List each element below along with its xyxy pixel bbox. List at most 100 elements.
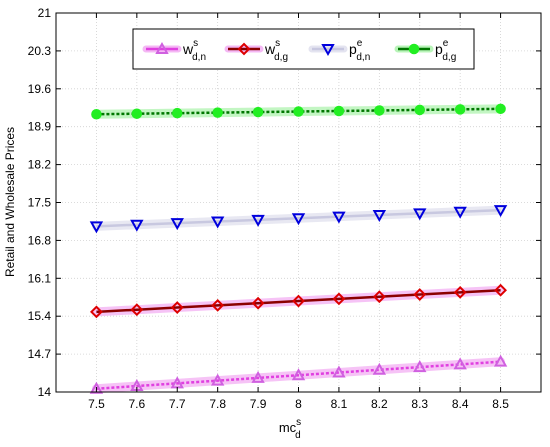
data-point [332,211,346,224]
y-tick-label: 17.5 [28,196,52,210]
data-point [372,209,387,223]
legend-entry-3: pe d,g [394,38,456,63]
x-tick-label: 8.5 [492,397,509,411]
x-tick-label: 7.9 [250,397,267,411]
x-axis-label: mcs d [279,417,301,441]
legend-marker [155,41,169,54]
data-point [293,106,304,117]
data-point [131,108,143,119]
series-line [96,208,501,228]
legend-marker [321,44,335,57]
data-point [333,105,345,117]
data-point [291,368,306,381]
data-point [413,208,427,221]
data-point [495,103,506,115]
x-tick-label: 8.3 [411,397,428,411]
y-tick-label: 14.7 [28,347,52,361]
y-tick-label: 21 [38,6,52,20]
x-tick-label: 8 [295,397,302,411]
data-point [91,108,102,120]
y-axis-label: Retail and Wholesale Prices [3,127,17,277]
series-1 [90,283,507,319]
legend-entry-1: ws d,g [224,38,288,63]
y-tick-label: 20.3 [28,44,52,58]
legend-label: ws d,n [182,38,206,63]
data-point [453,206,467,219]
data-point [170,218,184,231]
data-point [210,373,225,386]
x-tick-label: 8.4 [452,397,469,411]
data-point [372,290,386,304]
x-tick-label: 7.6 [128,397,145,411]
legend-label-main: p [349,41,357,57]
data-point [89,221,104,234]
legend-entry-2: pe d,n [308,38,370,63]
legend-label: ws d,g [264,38,288,63]
data-point [291,213,306,226]
legend-label-sup: s [275,38,280,49]
data-point [172,107,183,119]
legend-label-sup: e [443,38,449,49]
legend-label-main: w [182,41,194,57]
legend-label: pe d,n [349,38,370,63]
data-point [252,106,264,118]
series-3 [91,103,506,120]
series-line [96,288,501,314]
x-axis-label-sub: d [295,430,301,441]
x-tick-label: 7.7 [169,397,186,411]
data-point [453,357,467,370]
legend-label-sup: e [357,38,363,49]
data-point [212,107,223,118]
y-tick-label: 15.4 [28,309,52,323]
series-0 [89,354,508,394]
x-axis-label-sup: s [296,417,301,428]
data-point [374,105,385,116]
data-point [413,288,427,301]
data-point [89,381,104,394]
data-point [453,285,467,299]
data-point [90,305,103,319]
legend: ws d,nws d,gpe d,npe d,g [132,28,475,70]
data-point [210,216,225,229]
x-tick-label: 7.8 [209,397,226,411]
legend-label-sub: d,g [274,52,288,63]
x-tick-label: 8.2 [371,397,388,411]
data-point [372,362,387,375]
x-tick-label: 8.1 [331,397,348,411]
legend-marker [408,43,420,55]
data-point [251,296,265,310]
y-tick-label: 16.8 [28,233,52,247]
legend-label-main: p [435,41,443,57]
data-point [251,370,265,383]
grid [56,13,541,392]
y-tick-label: 18.2 [28,158,52,172]
legend-label-sub: d,n [356,52,370,63]
data-point [170,301,184,314]
y-tick-label: 18.9 [28,120,52,134]
x-tick-label: 7.5 [88,397,105,411]
series-2 [89,205,508,234]
legend-label-sub: d,n [192,52,206,63]
x-axis-ticks: 7.5 7.6 7.7 7.8 7.9 8 8.1 8.2 8.3 8.4 8.5 [88,13,509,411]
data-point [493,354,508,367]
legend-label-sup: s [193,38,198,49]
data-point [292,294,305,308]
data-point [413,360,427,373]
y-tick-label: 16.1 [28,271,52,285]
legend-label-sub: d,g [442,52,456,63]
data-point [493,205,508,218]
data-point [332,292,346,306]
legend-label-main: w [264,41,276,57]
series-layer [89,103,508,394]
data-point [130,219,144,232]
data-point [130,303,144,317]
x-axis-label-main: mc [279,420,297,435]
legend-entry-0: ws d,n [142,38,206,63]
legend-marker [237,42,251,56]
data-point [414,104,425,116]
y-tick-label: 14 [38,385,52,399]
series-line [96,360,501,390]
data-point [251,214,265,227]
data-point [454,104,466,115]
